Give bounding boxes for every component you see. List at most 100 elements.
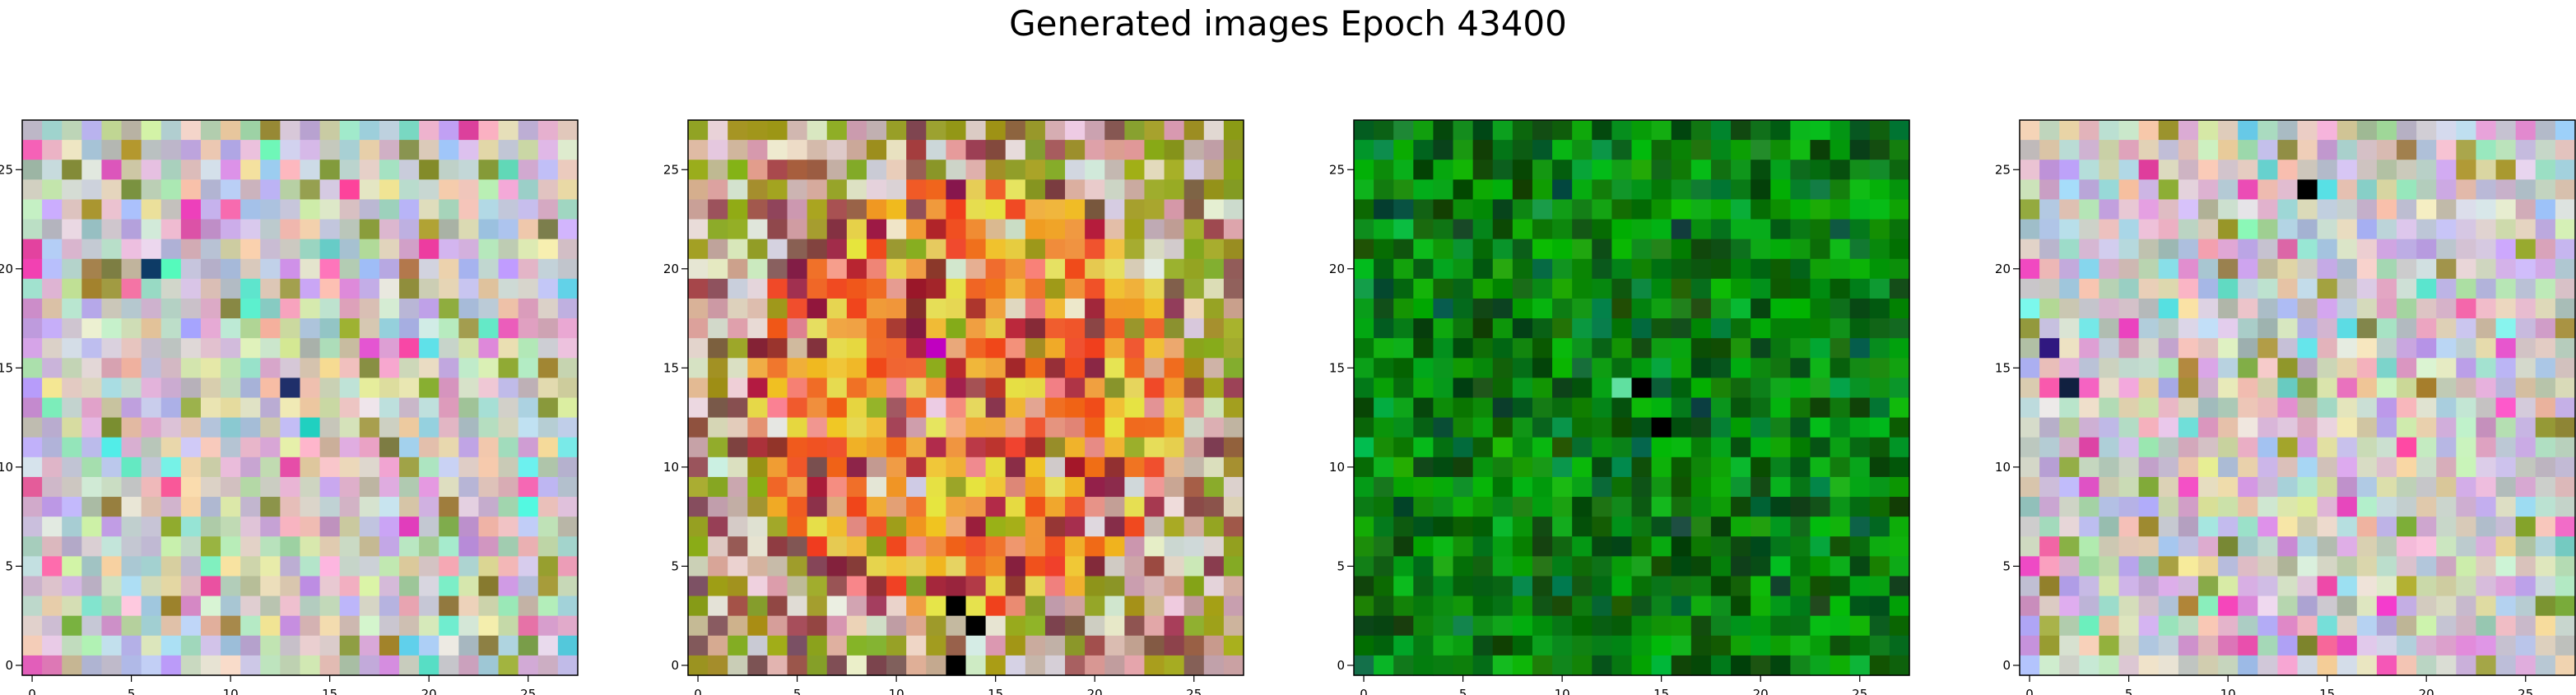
pixel (1433, 397, 1454, 419)
pixel (688, 437, 709, 458)
pixel (2039, 219, 2060, 240)
pixel (1552, 179, 1573, 201)
pixel (1065, 635, 1086, 656)
pixel (1611, 437, 1633, 458)
pixel (1572, 615, 1593, 637)
pixel (2197, 397, 2219, 419)
pixel (1104, 239, 1125, 260)
pixel (1203, 497, 1225, 517)
pixel (1124, 576, 1146, 597)
pixel (1124, 655, 1146, 676)
pixel (81, 397, 103, 419)
pixel (965, 219, 987, 240)
pixel (1572, 298, 1593, 319)
pixel (2555, 219, 2576, 240)
pixel (826, 456, 848, 478)
pixel (1651, 497, 1672, 517)
pixel (478, 140, 500, 160)
pixel (1552, 576, 1573, 597)
pixel (2257, 120, 2278, 141)
pixel (1671, 417, 1692, 438)
pixel (2356, 160, 2378, 180)
pixel (260, 556, 281, 577)
pixel (985, 239, 1007, 260)
pixel (2079, 595, 2100, 617)
pixel (2039, 258, 2060, 280)
pixel (688, 258, 709, 280)
pixel (1869, 437, 1890, 458)
pixel (2456, 160, 2477, 180)
pixel (419, 576, 439, 597)
pixel (200, 456, 221, 478)
pixel (1512, 635, 1533, 656)
pixel (1164, 338, 1185, 359)
pixel (419, 437, 439, 458)
pixel (2079, 219, 2100, 240)
pixel (1085, 497, 1105, 517)
pixel (1025, 497, 1046, 517)
pixel (1203, 338, 1225, 359)
pixel (1869, 278, 1890, 299)
pixel (708, 536, 728, 557)
pixel (926, 595, 946, 617)
pixel (2218, 219, 2239, 240)
pixel (1144, 338, 1165, 359)
pixel (1374, 298, 1394, 319)
pixel (926, 517, 946, 537)
pixel (906, 239, 927, 260)
pixel (807, 199, 828, 220)
pixel (22, 397, 43, 419)
pixel (1690, 595, 1712, 617)
pixel (2456, 556, 2477, 577)
pixel (2555, 635, 2576, 656)
pixel (1592, 615, 1612, 637)
pixel (1869, 595, 1890, 617)
pixel (419, 358, 439, 378)
pixel (2178, 378, 2199, 399)
pixel (1354, 278, 1374, 299)
pixel (180, 456, 202, 478)
pixel (300, 278, 321, 299)
pixel (2138, 536, 2160, 557)
pixel (1572, 378, 1593, 399)
x-tick-label: 15 (2319, 687, 2335, 695)
pixel (965, 358, 987, 378)
pixel (1085, 556, 1105, 577)
pixel (1085, 278, 1105, 299)
pixel (2397, 595, 2417, 617)
pixel (1671, 239, 1692, 260)
pixel (2297, 298, 2318, 319)
pixel (359, 239, 380, 260)
pixel (141, 120, 162, 141)
pixel (767, 615, 788, 637)
pixel (498, 635, 519, 656)
pixel (141, 655, 162, 676)
pixel (2416, 239, 2437, 260)
pixel (826, 378, 848, 399)
pixel (2337, 160, 2358, 180)
pixel (1144, 298, 1165, 319)
pixel (1453, 298, 1474, 319)
pixel (807, 497, 828, 517)
pixel (2416, 437, 2437, 458)
pixel (728, 179, 748, 201)
pixel (985, 635, 1007, 656)
pixel (1731, 160, 1751, 180)
pixel (200, 298, 221, 319)
pixel (2118, 576, 2140, 597)
pixel (1751, 655, 1771, 676)
pixel (260, 298, 281, 319)
pixel (1710, 140, 1732, 160)
pixel (2515, 635, 2536, 656)
pixel (1690, 278, 1712, 299)
pixel (926, 318, 946, 339)
pixel (2476, 397, 2497, 419)
pixel (1770, 576, 1791, 597)
pixel (498, 278, 519, 299)
pixel (1552, 358, 1573, 378)
pixel (2397, 199, 2417, 220)
pixel (2099, 497, 2120, 517)
pixel (866, 298, 887, 319)
pixel (1631, 556, 1653, 577)
pixel (1889, 556, 1910, 577)
